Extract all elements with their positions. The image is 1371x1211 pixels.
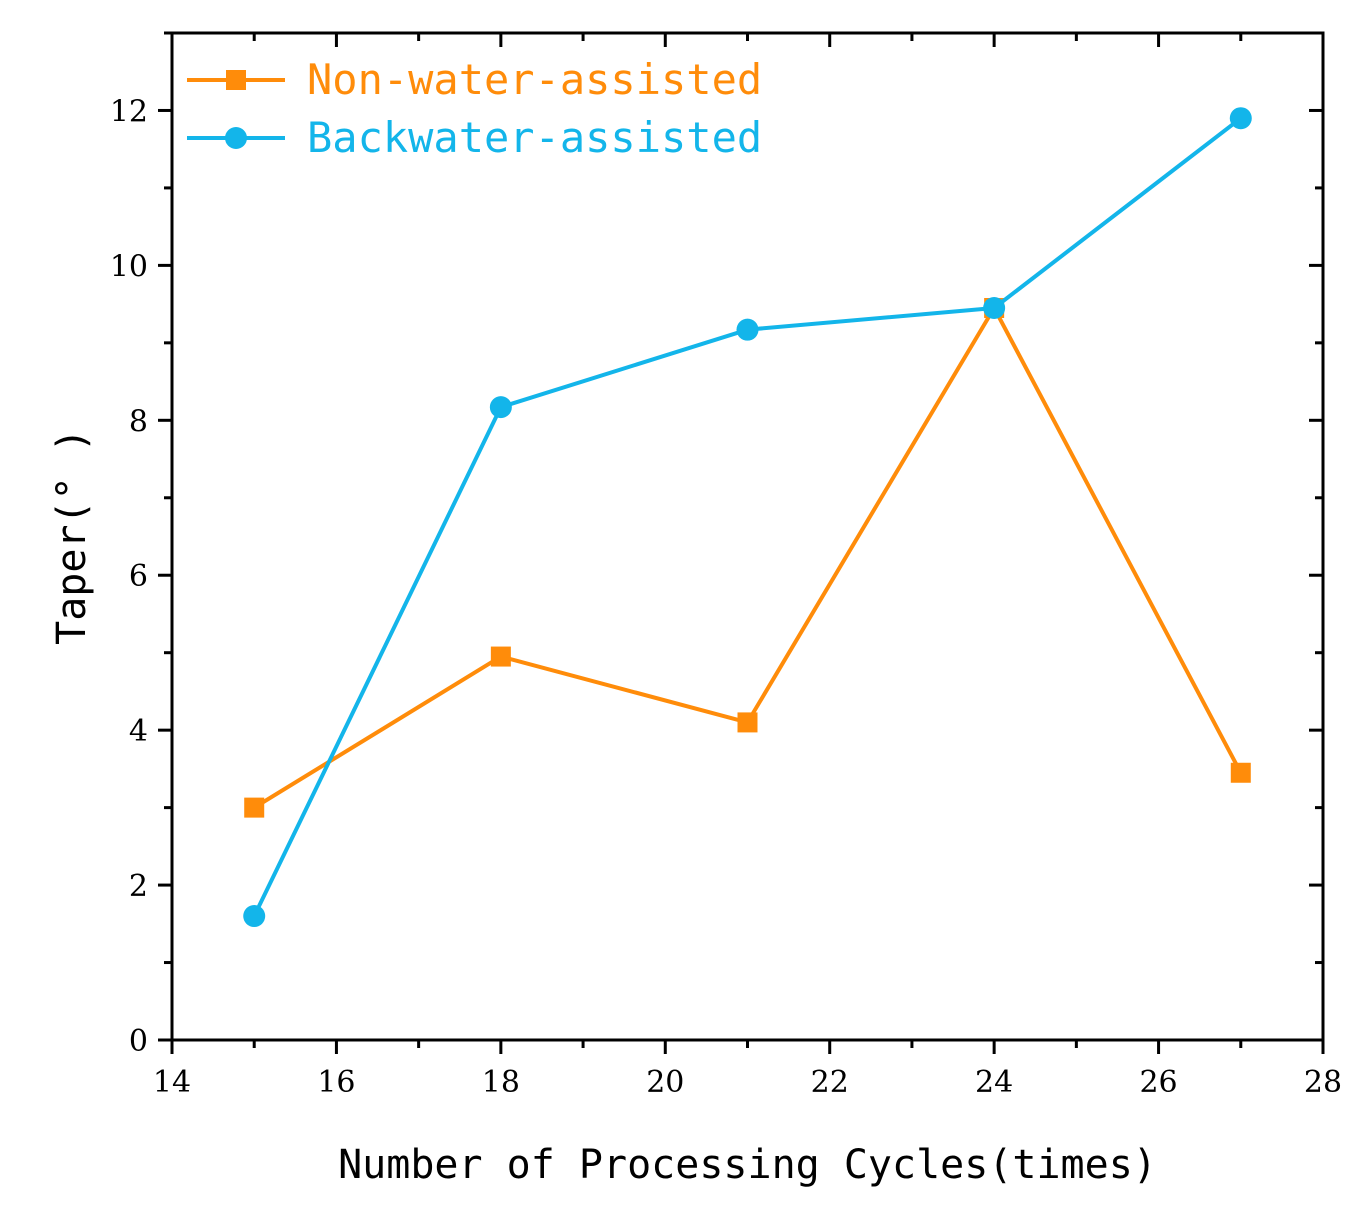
y-tick-label: 4 [129, 714, 148, 749]
x-tick-label: 26 [1139, 1065, 1177, 1100]
x-tick-label: 18 [482, 1065, 520, 1100]
data-point [489, 396, 512, 419]
y-tick-label: 2 [129, 869, 148, 904]
legend: Non-water-assisted Backwater-assisted [187, 55, 762, 162]
y-tick-label: 12 [110, 94, 148, 129]
data-point [1229, 107, 1252, 130]
y-tick-label: 6 [129, 559, 148, 594]
x-tick-label: 24 [975, 1065, 1013, 1100]
legend-item: Non-water-assisted [187, 55, 762, 104]
y-tick-label: 0 [129, 1024, 148, 1059]
y-tick-label: 8 [129, 404, 148, 439]
y-axis-title: Taper(° ) [49, 428, 95, 645]
x-tick-label: 20 [646, 1065, 684, 1100]
series-2 [243, 107, 1252, 928]
data-point [983, 296, 1006, 319]
data-point [243, 905, 266, 928]
series-1 [244, 297, 1251, 818]
legend-label: Backwater-assisted [307, 113, 762, 162]
x-tick-label: 14 [153, 1065, 191, 1100]
plot-frame [170, 31, 1325, 1042]
data-point [244, 797, 265, 818]
x-axis-title: Number of Processing Cycles(times) [338, 1142, 1157, 1188]
data-point [737, 712, 758, 733]
legend-item: Backwater-assisted [187, 113, 762, 162]
x-tick-label: 28 [1304, 1065, 1342, 1100]
data-point [490, 646, 511, 667]
data-point [736, 318, 759, 341]
x-tick-label: 22 [811, 1065, 849, 1100]
data-point [1230, 762, 1251, 783]
x-tick-label: 16 [317, 1065, 355, 1100]
y-tick-label: 10 [110, 249, 148, 284]
axis-ticks [158, 31, 1325, 1054]
series-line [252, 116, 1243, 917]
legend-marker [226, 70, 246, 90]
legend-label: Non-water-assisted [307, 55, 762, 104]
series-line [253, 305, 1243, 810]
legend-marker [225, 127, 247, 149]
series-layer [243, 107, 1252, 928]
